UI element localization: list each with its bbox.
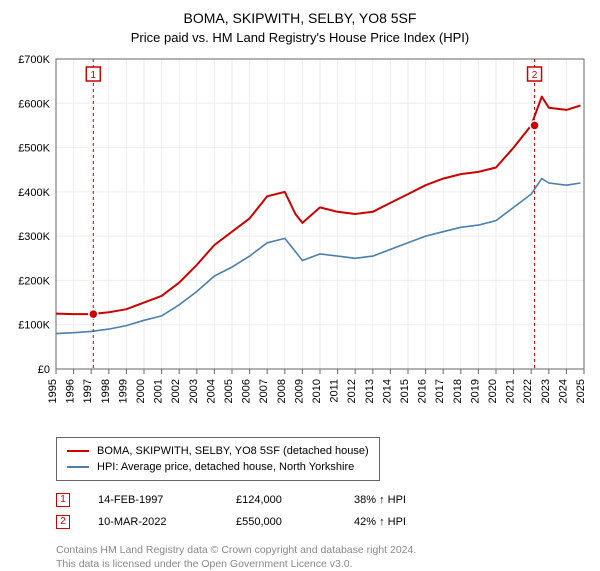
- chart-title-main: BOMA, SKIPWITH, SELBY, YO8 5SF: [0, 0, 600, 26]
- marker-row-1: 1 14-FEB-1997 £124,000 38% ↑ HPI: [56, 489, 600, 511]
- marker-pct: 38% ↑ HPI: [354, 494, 454, 506]
- svg-text:1997: 1997: [82, 379, 94, 403]
- marker-badge: 2: [56, 515, 70, 529]
- marker-table: 1 14-FEB-1997 £124,000 38% ↑ HPI 2 10-MA…: [56, 489, 600, 533]
- svg-text:2002: 2002: [170, 379, 182, 403]
- svg-text:£500K: £500K: [18, 143, 50, 155]
- legend-item-property: BOMA, SKIPWITH, SELBY, YO8 5SF (detached…: [67, 443, 369, 459]
- svg-text:1: 1: [91, 70, 97, 81]
- svg-text:1998: 1998: [100, 379, 112, 403]
- svg-text:1999: 1999: [117, 379, 129, 403]
- marker-date: 10-MAR-2022: [98, 516, 208, 528]
- svg-text:2014: 2014: [381, 379, 393, 403]
- svg-text:2022: 2022: [522, 379, 534, 403]
- svg-text:2015: 2015: [399, 379, 411, 403]
- svg-text:2017: 2017: [434, 379, 446, 403]
- footer-line-2: This data is licensed under the Open Gov…: [56, 557, 600, 571]
- svg-text:2019: 2019: [469, 379, 481, 403]
- svg-text:2023: 2023: [540, 379, 552, 403]
- svg-text:£600K: £600K: [18, 98, 50, 110]
- svg-text:2013: 2013: [364, 379, 376, 403]
- svg-text:2024: 2024: [557, 379, 569, 403]
- svg-text:2004: 2004: [205, 379, 217, 403]
- legend-swatch: [67, 450, 89, 452]
- svg-text:£200K: £200K: [18, 275, 50, 287]
- svg-text:£300K: £300K: [18, 231, 50, 243]
- legend-label: BOMA, SKIPWITH, SELBY, YO8 5SF (detached…: [97, 445, 369, 457]
- legend: BOMA, SKIPWITH, SELBY, YO8 5SF (detached…: [56, 437, 380, 481]
- marker-price: £124,000: [236, 494, 326, 506]
- legend-swatch: [67, 466, 89, 468]
- svg-text:£0: £0: [38, 364, 50, 376]
- marker-row-2: 2 10-MAR-2022 £550,000 42% ↑ HPI: [56, 511, 600, 533]
- svg-text:£400K: £400K: [18, 187, 50, 199]
- chart-title-sub: Price paid vs. HM Land Registry's House …: [0, 26, 600, 53]
- svg-text:2020: 2020: [487, 379, 499, 403]
- svg-text:£700K: £700K: [18, 54, 50, 66]
- marker-date: 14-FEB-1997: [98, 494, 208, 506]
- svg-text:2005: 2005: [223, 379, 235, 403]
- svg-text:1995: 1995: [47, 379, 59, 403]
- svg-text:2001: 2001: [153, 379, 165, 403]
- line-chart-svg: £0 £100K £200K £300K £400K £500K £600K £700K 199…: [0, 53, 600, 433]
- svg-text:2016: 2016: [417, 379, 429, 403]
- marker-badge: 1: [56, 493, 70, 507]
- svg-text:2018: 2018: [452, 379, 464, 403]
- svg-text:2003: 2003: [188, 379, 200, 403]
- svg-text:2021: 2021: [505, 379, 517, 403]
- svg-text:2025: 2025: [575, 379, 587, 403]
- marker-price: £550,000: [236, 516, 326, 528]
- svg-text:2007: 2007: [258, 379, 270, 403]
- svg-text:2009: 2009: [293, 379, 305, 403]
- footer-attribution: Contains HM Land Registry data © Crown c…: [56, 543, 600, 571]
- svg-text:£100K: £100K: [18, 320, 50, 332]
- svg-text:2010: 2010: [311, 379, 323, 403]
- svg-text:2000: 2000: [135, 379, 147, 403]
- svg-text:2012: 2012: [346, 379, 358, 403]
- marker-pct: 42% ↑ HPI: [354, 516, 454, 528]
- footer-line-1: Contains HM Land Registry data © Crown c…: [56, 543, 600, 557]
- svg-text:1996: 1996: [65, 379, 77, 403]
- chart-area: £0 £100K £200K £300K £400K £500K £600K £700K 199…: [0, 53, 600, 433]
- legend-label: HPI: Average price, detached house, Nort…: [97, 461, 354, 473]
- svg-text:2006: 2006: [241, 379, 253, 403]
- legend-item-hpi: HPI: Average price, detached house, Nort…: [67, 459, 369, 475]
- svg-text:2008: 2008: [276, 379, 288, 403]
- svg-text:2011: 2011: [329, 379, 341, 403]
- svg-text:2: 2: [532, 70, 538, 81]
